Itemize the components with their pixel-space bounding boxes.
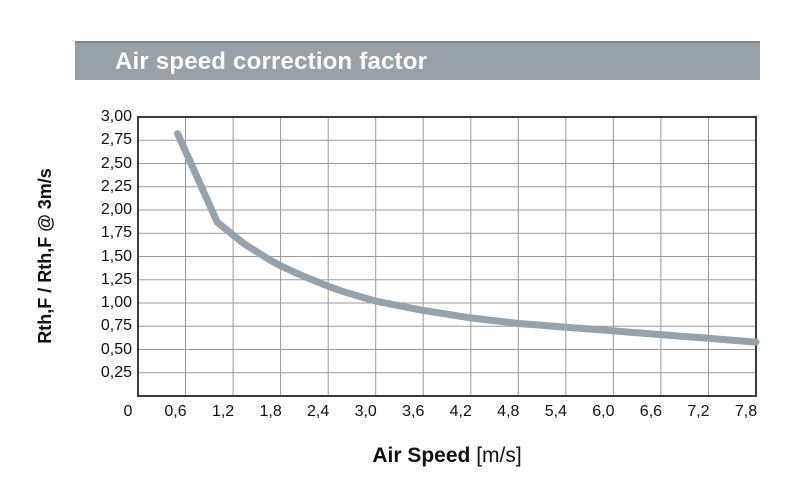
- plot-frame: [137, 116, 757, 397]
- x-tick-label: 4,2: [449, 403, 472, 420]
- y-tick-label: 1,25: [100, 270, 132, 288]
- y-tick-label: 2,75: [100, 131, 132, 149]
- x-axis-title: Air Speed [m/s]: [287, 443, 607, 469]
- y-tick-label: 2,00: [100, 201, 132, 218]
- data-curve: [174, 130, 760, 346]
- y-tick-label: 1,50: [100, 247, 132, 265]
- x-tick-label: 6,0: [592, 403, 615, 420]
- y-axis-title: Rth,F / Rth,F @ 3m/s: [35, 168, 55, 344]
- y-tick-label: 2,50: [100, 154, 132, 172]
- y-tick-label: 0,75: [100, 317, 132, 335]
- x-tick-label: 7,8: [734, 403, 758, 420]
- y-tick-label: 1,00: [100, 294, 132, 311]
- x-tick-label: 1,8: [259, 403, 282, 420]
- x-tick-label: 3,0: [354, 403, 377, 420]
- y-tick-label: 2,25: [100, 177, 132, 195]
- x-tick-label: 1,2: [211, 403, 235, 420]
- y-tick-label: 0,25: [100, 363, 132, 381]
- x-tick-label: 2,4: [307, 403, 330, 420]
- section-header-bar: Air speed correction factor: [75, 41, 760, 80]
- x-tick-label: 5,4: [544, 403, 567, 420]
- x-tick-label: 0: [123, 403, 133, 420]
- x-tick-label: 6,6: [639, 403, 663, 420]
- y-tick-label: 1,75: [100, 224, 132, 242]
- x-axis-title-main: Air Speed: [372, 444, 471, 467]
- y-tick-label: 3,00: [100, 108, 132, 125]
- y-tick-label: 0,50: [100, 340, 132, 358]
- x-tick-label: 7,2: [687, 403, 710, 420]
- x-tick-label: 4,8: [497, 403, 520, 420]
- section-title: Air speed correction factor: [115, 47, 428, 75]
- x-tick-label: 3,6: [402, 403, 425, 420]
- x-tick-label: 0,6: [164, 403, 187, 420]
- x-axis-title-unit: [m/s]: [476, 444, 522, 467]
